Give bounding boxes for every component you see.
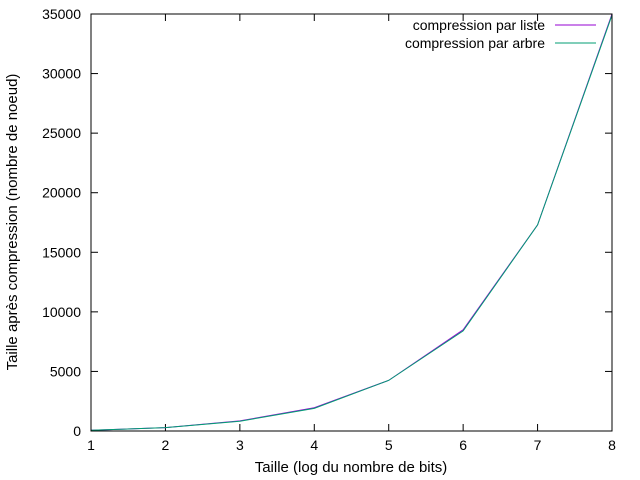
y-tick-label: 20000 [42, 185, 81, 201]
series-line [90, 15, 613, 431]
x-tick-label: 6 [459, 437, 467, 453]
y-tick-label: 5000 [50, 363, 81, 379]
legend-label: compression par arbre [405, 35, 545, 51]
axis-ticks [90, 13, 613, 432]
y-tick-label: 0 [73, 423, 81, 439]
x-tick-label: 8 [608, 437, 616, 453]
tick-labels: 1 2 3 4 5 6 7 8 0 5000 10000 15000 20000 25000 30000 35… [42, 6, 616, 453]
y-tick-label: 10000 [42, 304, 81, 320]
y-axis-title: Taille après compression (nombre de noeu… [4, 74, 21, 371]
y-tick-label: 25000 [42, 125, 81, 141]
y-tick-label: 35000 [42, 6, 81, 22]
x-tick-label: 1 [87, 437, 95, 453]
x-tick-label: 5 [385, 437, 393, 453]
x-tick-label: 3 [236, 437, 244, 453]
x-tick-label: 2 [162, 437, 170, 453]
legend: compression par liste compression par arb… [405, 17, 596, 51]
y-tick-label: 30000 [42, 66, 81, 82]
plot-frame [90, 13, 613, 432]
series-line [90, 13, 613, 431]
x-tick-label: 4 [310, 437, 318, 453]
legend-label: compression par liste [413, 17, 545, 33]
x-axis-title: Taille (log du nombre de bits) [255, 459, 448, 476]
x-tick-label: 7 [534, 437, 542, 453]
y-tick-label: 15000 [42, 244, 81, 260]
series-lines [90, 13, 613, 431]
